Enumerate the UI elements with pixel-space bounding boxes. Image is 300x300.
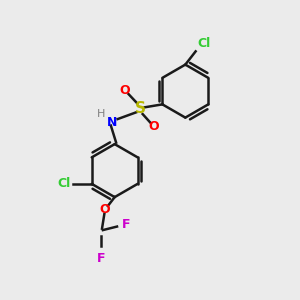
Text: S: S — [135, 101, 146, 116]
Text: Cl: Cl — [58, 177, 71, 190]
Text: F: F — [122, 218, 130, 231]
Text: Cl: Cl — [197, 37, 210, 50]
Text: N: N — [107, 116, 118, 128]
Text: H: H — [97, 109, 105, 119]
Text: O: O — [120, 84, 130, 97]
Text: O: O — [99, 203, 110, 216]
Text: O: O — [148, 120, 159, 133]
Text: F: F — [97, 252, 106, 265]
